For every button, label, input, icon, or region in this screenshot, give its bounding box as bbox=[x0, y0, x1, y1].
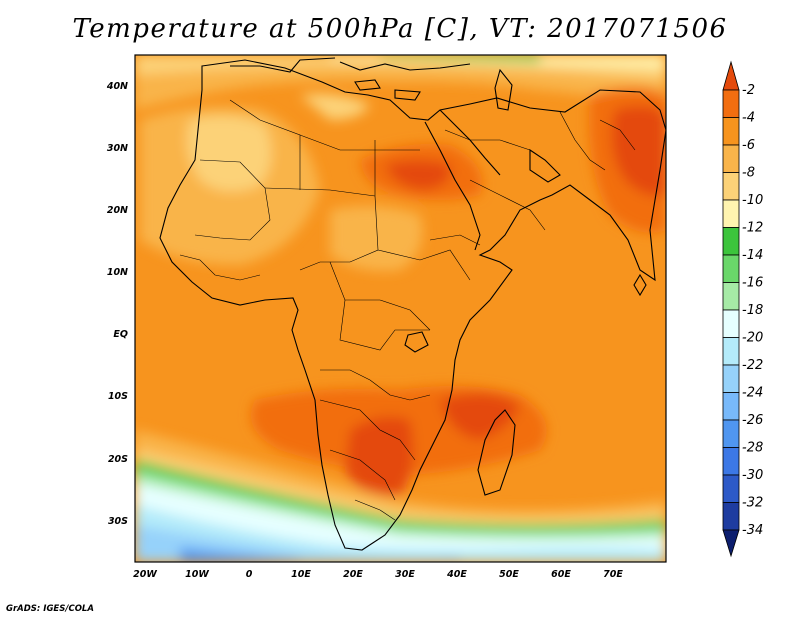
colorbar-label: -16 bbox=[742, 276, 763, 291]
y-tick-label: 20N bbox=[107, 205, 128, 216]
colorbar-swatch bbox=[722, 199, 740, 228]
colorbar-label: -10 bbox=[742, 193, 763, 208]
x-tick-label: 40E bbox=[446, 569, 467, 580]
colorbar-label: -34 bbox=[742, 523, 763, 538]
colorbar-swatch bbox=[722, 447, 740, 476]
colorbar-label: -22 bbox=[742, 358, 763, 373]
x-tick-label: 10E bbox=[291, 569, 311, 580]
temperature-field bbox=[135, 55, 666, 562]
x-tick-label: 0 bbox=[246, 569, 253, 580]
colorbar-label: -28 bbox=[742, 441, 763, 456]
colorbar-swatch bbox=[722, 89, 740, 118]
colorbar-label: -18 bbox=[742, 303, 763, 318]
x-axis: 20W 10W 0 10E 20E 30E 40E 50E 60E 70E bbox=[133, 569, 623, 580]
colorbar-label: -2 bbox=[742, 83, 755, 98]
country-borders bbox=[179, 99, 636, 521]
y-tick-label: EQ bbox=[113, 329, 128, 340]
y-tick-label: 20S bbox=[108, 454, 128, 465]
coastline bbox=[159, 57, 666, 551]
colorbar-swatch bbox=[722, 309, 740, 338]
colorbar-swatch bbox=[722, 364, 740, 393]
colorbar: -2 -4 -6 -8 -10 -12 -14 -16 -18 -20 -22 -24 -26 -28 -3… bbox=[722, 60, 763, 558]
colorbar-label: -4 bbox=[742, 111, 755, 126]
colorbar-swatch bbox=[722, 392, 740, 421]
y-tick-label: 30S bbox=[108, 516, 128, 527]
x-tick-label: 50E bbox=[499, 569, 519, 580]
y-tick-label: 30N bbox=[107, 143, 128, 154]
colorbar-label: -30 bbox=[742, 468, 763, 483]
colorbar-label: -14 bbox=[742, 248, 763, 263]
credit-text: GrADS: IGES/COLA bbox=[6, 604, 94, 614]
colorbar-swatch bbox=[722, 474, 740, 503]
colorbar-swatch bbox=[722, 337, 740, 366]
y-tick-label: 10S bbox=[108, 391, 128, 402]
colorbar-label: -32 bbox=[742, 496, 763, 511]
y-axis: 40N 30N 20N 10N EQ 10S 20S 30S bbox=[106, 81, 128, 527]
colorbar-label: -24 bbox=[742, 386, 763, 401]
colorbar-swatch bbox=[722, 419, 740, 448]
colorbar-swatch bbox=[722, 144, 740, 173]
x-tick-label: 10W bbox=[185, 569, 209, 580]
colorbar-label: -6 bbox=[742, 138, 755, 153]
x-tick-label: 20W bbox=[133, 569, 157, 580]
x-tick-label: 20E bbox=[343, 569, 363, 580]
x-tick-label: 30E bbox=[395, 569, 415, 580]
colorbar-label: -26 bbox=[742, 413, 763, 428]
colorbar-swatch bbox=[722, 172, 740, 201]
colorbar-swatch bbox=[722, 502, 740, 531]
colorbar-label: -20 bbox=[742, 331, 763, 346]
colorbar-swatch bbox=[722, 254, 740, 283]
colorbar-swatch bbox=[722, 227, 740, 256]
colorbar-top-arrow bbox=[722, 60, 740, 91]
colorbar-label: -12 bbox=[742, 221, 763, 236]
colorbar-swatch bbox=[722, 117, 740, 146]
y-tick-label: 40N bbox=[106, 81, 128, 92]
colorbar-label: -8 bbox=[742, 166, 755, 181]
y-tick-label: 10N bbox=[107, 267, 128, 278]
x-tick-label: 70E bbox=[603, 569, 623, 580]
plot-frame bbox=[134, 54, 667, 563]
x-tick-label: 60E bbox=[551, 569, 571, 580]
colorbar-swatch bbox=[722, 282, 740, 311]
chart-title: Temperature at 500hPa [C], VT: 201707150… bbox=[72, 14, 728, 44]
colorbar-bottom-arrow bbox=[722, 529, 740, 558]
